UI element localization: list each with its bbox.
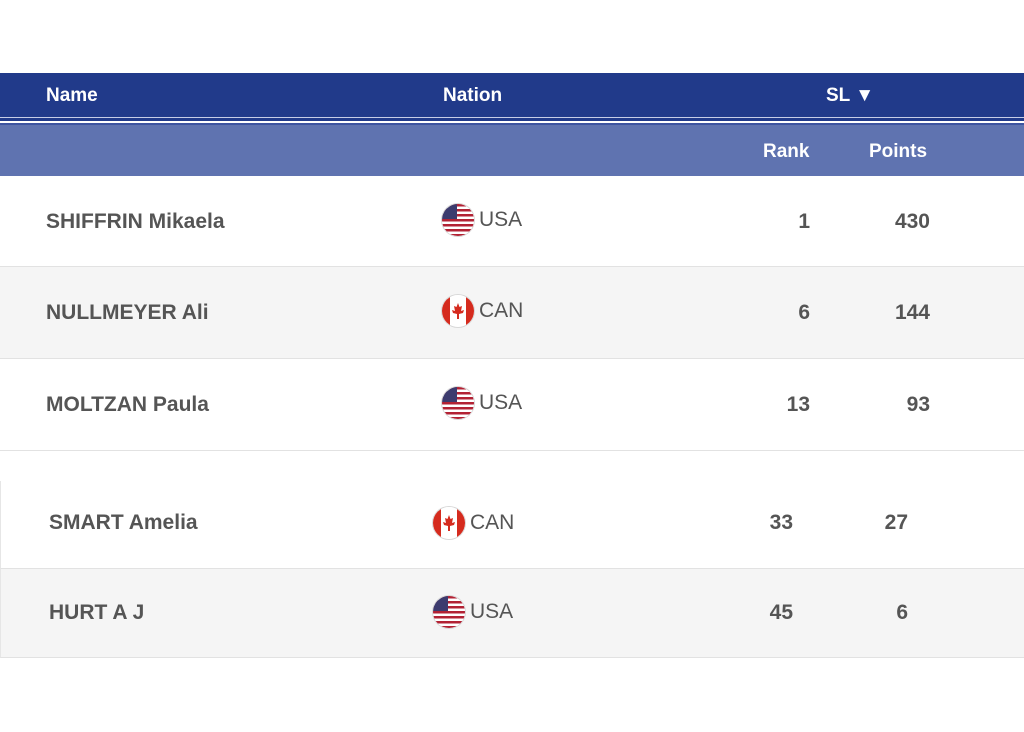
table-row[interactable]: MOLTZAN Paula USA 13 93 — [0, 359, 1024, 451]
sort-down-icon: ▼ — [855, 85, 875, 106]
points-value: 430 — [894, 210, 930, 233]
rank-value: 6 — [798, 301, 810, 324]
table-row[interactable]: SMART Amelia CAN 33 27 — [0, 481, 1024, 569]
rank-value: 13 — [786, 393, 810, 416]
nation-column-header[interactable]: Nation — [443, 85, 503, 106]
usa-flag-icon — [442, 387, 474, 419]
points-value: 27 — [884, 511, 908, 534]
points-value: 6 — [896, 601, 908, 624]
nation-code: CAN — [479, 299, 524, 322]
rank-value: 45 — [769, 601, 793, 624]
athlete-name[interactable]: HURT A J — [49, 601, 145, 624]
athlete-nation: USA — [442, 387, 522, 419]
usa-flag-icon — [442, 204, 474, 236]
nation-code: USA — [479, 391, 523, 414]
rank-column-header[interactable]: Rank — [763, 141, 810, 162]
points-column-header[interactable]: Points — [869, 141, 928, 162]
header-divider — [0, 117, 1024, 118]
nation-code: USA — [470, 600, 514, 623]
canada-flag-icon — [433, 507, 465, 539]
canada-flag-icon — [442, 295, 474, 327]
nation-code: CAN — [470, 511, 515, 534]
athlete-nation: CAN — [433, 507, 514, 539]
rank-value: 1 — [798, 210, 810, 233]
athlete-nation: CAN — [442, 295, 523, 327]
sl-column-header[interactable]: SL ▼ — [826, 85, 874, 107]
table-row[interactable]: NULLMEYER Ali CAN 6 144 — [0, 267, 1024, 359]
points-value: 93 — [906, 393, 930, 416]
athlete-name[interactable]: MOLTZAN Paula — [46, 393, 209, 416]
points-value: 144 — [894, 301, 930, 324]
name-column-header[interactable]: Name — [46, 85, 98, 106]
table-header: Name Nation SL ▼ — [0, 73, 1024, 121]
sl-label: SL — [826, 85, 850, 106]
athlete-name[interactable]: SHIFFRIN Mikaela — [46, 210, 225, 233]
nation-code: USA — [479, 208, 523, 231]
table-subheader: Rank Points — [0, 123, 1024, 176]
athlete-name[interactable]: NULLMEYER Ali — [46, 301, 209, 324]
usa-flag-icon — [433, 596, 465, 628]
table-row[interactable]: SHIFFRIN Mikaela USA 1 430 — [0, 176, 1024, 267]
athlete-name[interactable]: SMART Amelia — [49, 511, 198, 534]
athlete-nation: USA — [433, 596, 513, 628]
table-row[interactable]: HURT A J USA 45 6 — [0, 569, 1024, 658]
athlete-nation: USA — [442, 204, 522, 236]
rank-value: 33 — [769, 511, 793, 534]
